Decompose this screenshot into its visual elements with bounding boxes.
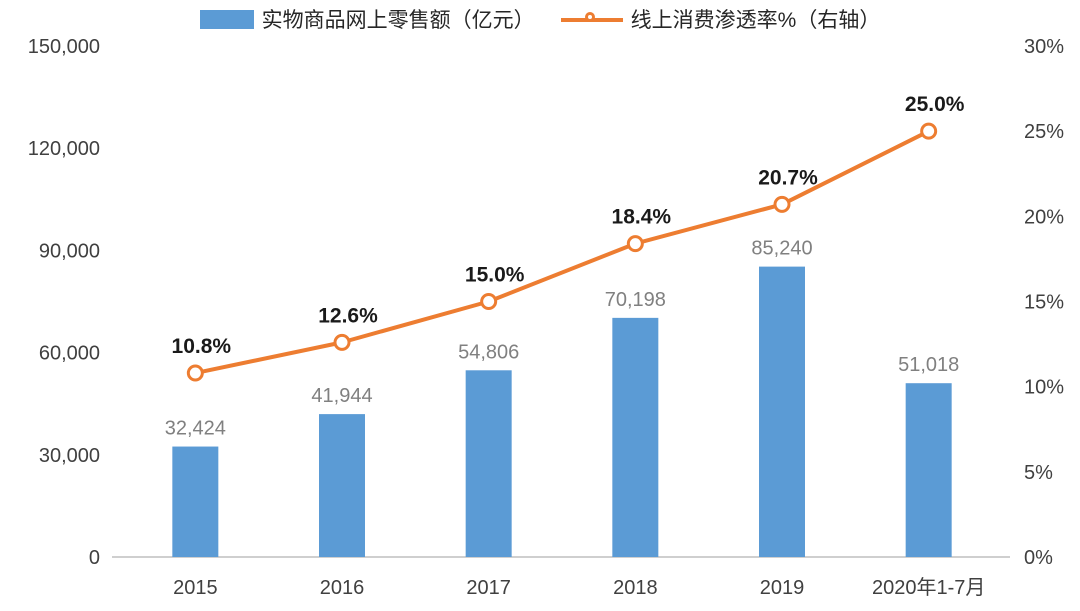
- line-marker-icon: [920, 122, 938, 140]
- line-value-label: 10.8%: [172, 335, 232, 358]
- bar-series-swatch-icon: [199, 9, 254, 29]
- legend-item-line-series: 线上消费渗透率%（右轴）: [560, 4, 881, 34]
- line-value-label: 15.0%: [465, 264, 525, 287]
- legend: 实物商品网上零售额（亿元） 线上消费渗透率%（右轴）: [0, 4, 1080, 34]
- right-axis-tick-label: 30%: [1024, 36, 1064, 58]
- bar-value-label: 54,806: [458, 341, 519, 363]
- bar: [612, 317, 659, 557]
- line-marker-icon: [626, 235, 644, 253]
- left-axis-tick-label: 90,000: [39, 240, 100, 262]
- bar-value-label: 32,424: [165, 418, 226, 440]
- right-axis-tick-label: 20%: [1024, 206, 1064, 228]
- right-axis-tick-label: 0%: [1024, 547, 1053, 569]
- x-axis-category-label: 2017: [466, 577, 511, 599]
- legend-item-bar-series: 实物商品网上零售额（亿元）: [199, 4, 535, 34]
- bar: [465, 370, 512, 557]
- bar-value-label: 51,018: [898, 354, 959, 376]
- bar: [759, 266, 805, 557]
- x-axis-category-label: 2016: [320, 577, 365, 599]
- line-marker-icon: [480, 293, 498, 310]
- right-axis-tick-label: 25%: [1024, 121, 1064, 143]
- x-axis-category-label: 2015: [173, 577, 218, 599]
- line-series-swatch-icon: [560, 10, 623, 29]
- line-value-label: 12.6%: [318, 304, 378, 327]
- bar: [172, 446, 219, 557]
- bar: [905, 383, 952, 557]
- line-value-label: 20.7%: [758, 166, 818, 189]
- left-axis-tick-label: 120,000: [28, 138, 100, 160]
- line-marker-icon: [186, 364, 204, 382]
- right-axis-tick-label: 5%: [1024, 462, 1053, 484]
- x-axis-category-label: 2019: [760, 577, 805, 599]
- bar-value-label: 41,944: [311, 385, 372, 407]
- left-axis-tick-label: 30,000: [39, 445, 100, 467]
- bar-series-legend-label: 实物商品网上零售额（亿元）: [261, 9, 535, 32]
- right-axis-tick-label: 15%: [1024, 292, 1064, 314]
- line-series-path: [194, 129, 930, 375]
- bar: [319, 414, 365, 557]
- right-axis-tick-label: 10%: [1024, 377, 1064, 399]
- line-marker-icon: [773, 195, 791, 213]
- line-value-label: 25.0%: [905, 93, 965, 116]
- left-axis-tick-label: 60,000: [39, 343, 100, 365]
- bar-value-label: 70,198: [605, 289, 666, 311]
- left-axis-tick-label: 0: [89, 547, 100, 569]
- line-value-label: 18.4%: [612, 206, 672, 229]
- line-marker-icon: [333, 333, 351, 351]
- line-swatch-marker-icon: [584, 11, 595, 22]
- bar-value-label: 85,240: [751, 238, 812, 260]
- x-axis-category-label: 2018: [613, 577, 658, 599]
- x-axis-category-label: 2020年1-7月: [872, 576, 985, 599]
- left-axis-tick-label: 150,000: [28, 36, 100, 58]
- line-series-legend-label: 线上消费渗透率%（右轴）: [630, 9, 881, 32]
